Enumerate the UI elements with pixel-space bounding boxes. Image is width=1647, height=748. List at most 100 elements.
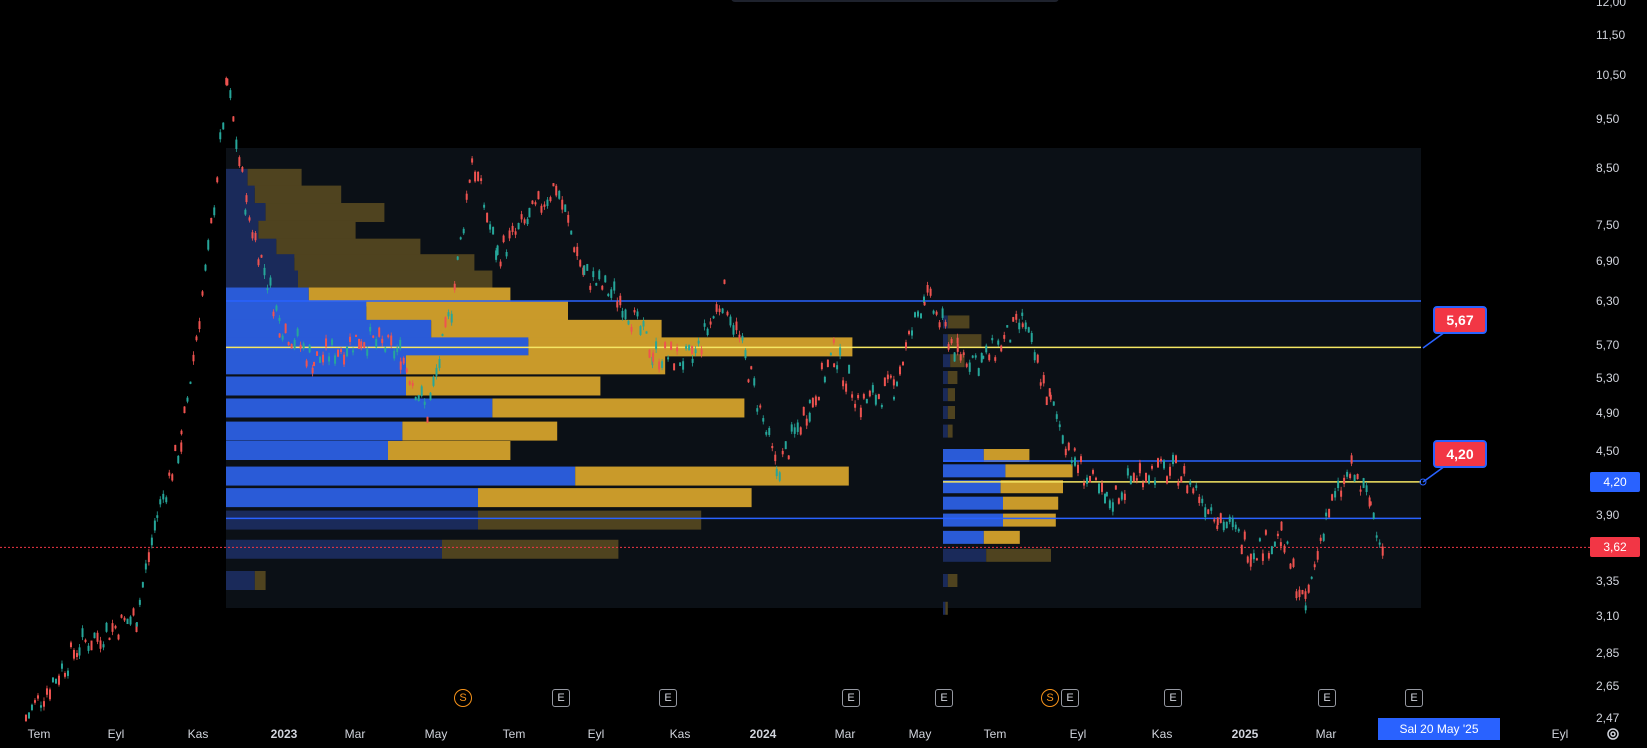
candle: [604, 275, 607, 283]
candle: [1280, 521, 1283, 531]
candle: [892, 379, 895, 386]
candle: [114, 625, 117, 629]
candle: [865, 398, 868, 404]
candle: [1258, 538, 1261, 542]
candle: [750, 366, 753, 370]
toolbar-handle[interactable]: [731, 0, 1059, 2]
candle: [1273, 541, 1276, 547]
split-event-icon[interactable]: S: [454, 689, 472, 707]
volume-profile-row-up: [943, 371, 948, 384]
earnings-event-icon[interactable]: E: [1405, 689, 1423, 707]
candle: [570, 230, 573, 235]
volume-profile-row-down: [947, 574, 958, 587]
candle: [1228, 516, 1231, 522]
candle: [186, 397, 189, 402]
candle: [1048, 388, 1051, 397]
candle: [456, 256, 459, 260]
callout-low-anchor: [1419, 478, 1427, 486]
earnings-event-icon[interactable]: E: [1164, 689, 1182, 707]
candle: [762, 418, 765, 422]
candle: [1077, 464, 1080, 473]
candle: [1180, 476, 1183, 483]
candle: [1216, 517, 1219, 526]
time-axis-label: May: [908, 727, 932, 741]
candle: [1207, 509, 1210, 514]
candle: [305, 360, 308, 367]
candle: [33, 700, 36, 703]
price-callout-low[interactable]: 4,20: [1433, 440, 1487, 468]
volume-profile-row-up: [943, 480, 1001, 494]
candle: [393, 350, 396, 359]
time-axis-label: Tem: [27, 727, 51, 741]
candle: [162, 493, 165, 500]
earnings-event-icon[interactable]: E: [1318, 689, 1336, 707]
earnings-event-icon[interactable]: E: [842, 689, 860, 707]
candle: [691, 346, 694, 355]
candle: [703, 323, 706, 327]
split-event-icon[interactable]: S: [1041, 689, 1059, 707]
candle: [753, 378, 756, 386]
earnings-event-icon[interactable]: E: [935, 689, 953, 707]
candle: [829, 352, 832, 356]
candle: [642, 321, 645, 327]
candle: [459, 237, 462, 240]
price-callout-high[interactable]: 5,67: [1433, 306, 1487, 334]
earnings-event-icon[interactable]: E: [1061, 689, 1079, 707]
candle: [1189, 481, 1192, 485]
candle: [1086, 477, 1089, 484]
price-axis-label: 3,90: [1596, 508, 1620, 522]
candle: [1163, 460, 1166, 469]
candle: [248, 217, 251, 221]
candle: [555, 185, 558, 196]
candle: [245, 195, 248, 203]
candle: [1003, 334, 1006, 339]
candle: [254, 232, 257, 241]
candle: [363, 342, 366, 348]
candle: [732, 325, 735, 335]
candle: [564, 204, 567, 212]
candle: [567, 214, 570, 223]
candle: [260, 254, 263, 258]
candle: [526, 218, 529, 225]
time-axis-label: Kas: [669, 727, 691, 741]
volume-profile-row-down: [388, 441, 511, 460]
candle: [854, 403, 857, 408]
candle: [69, 642, 72, 648]
candle: [621, 310, 624, 318]
candle: [1157, 458, 1160, 468]
candle: [848, 364, 851, 374]
gear-icon[interactable]: [1605, 726, 1621, 742]
candle: [1055, 414, 1058, 419]
candle: [932, 310, 935, 314]
candle: [790, 424, 793, 432]
candle: [1234, 524, 1237, 530]
candle: [784, 441, 787, 450]
candle: [914, 312, 917, 318]
earnings-event-icon[interactable]: E: [552, 689, 570, 707]
volume-profile-row-up: [943, 388, 948, 402]
candle: [263, 267, 266, 276]
candle: [1126, 468, 1129, 476]
candle: [471, 158, 474, 163]
candle: [997, 340, 1000, 345]
volume-profile-row-down: [947, 371, 958, 384]
candle: [1129, 475, 1132, 485]
volume-profile-row-up: [226, 220, 259, 240]
candle: [1201, 498, 1204, 504]
candle: [349, 336, 352, 342]
candle: [399, 339, 402, 348]
candle: [715, 304, 718, 312]
candle: [738, 334, 741, 339]
candle: [586, 264, 589, 271]
candle: [48, 689, 51, 700]
candle: [839, 347, 842, 356]
candle: [123, 617, 126, 621]
candle: [1378, 542, 1381, 545]
candle: [537, 191, 540, 200]
earnings-event-icon[interactable]: E: [659, 689, 677, 707]
volume-profile-row-up: [226, 185, 255, 205]
price-axis-label: 4,90: [1596, 406, 1620, 420]
candle: [213, 207, 216, 216]
candle: [222, 122, 225, 130]
